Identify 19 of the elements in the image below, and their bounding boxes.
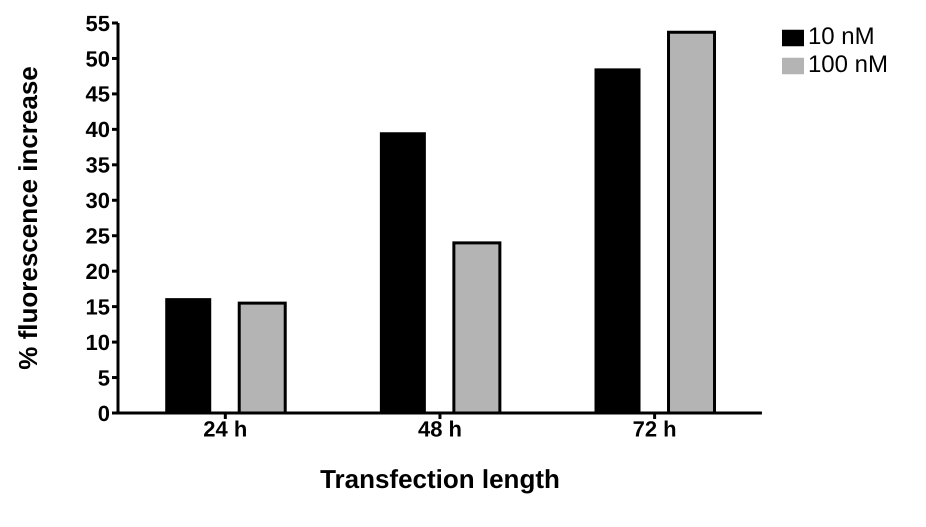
x-tick-label: 48 h xyxy=(418,416,462,442)
legend-label: 100 nM xyxy=(808,51,888,78)
y-tick-label: 10 xyxy=(86,330,110,355)
y-tick-label: 40 xyxy=(86,117,110,142)
y-tick-label: 5 xyxy=(98,365,110,390)
x-axis-title: Transfection length xyxy=(320,464,560,494)
y-tick-label: 45 xyxy=(86,82,110,107)
y-tick-label: 0 xyxy=(98,400,110,426)
legend-label: 10 nM xyxy=(808,23,875,50)
y-tick-label: 30 xyxy=(86,188,110,214)
y-tick-label: 35 xyxy=(86,152,110,178)
x-tick-label: 24 h xyxy=(203,416,248,442)
y-tick-label: 50 xyxy=(86,46,110,72)
x-tick-label: 72 h xyxy=(632,416,677,442)
y-tick-label: 55 xyxy=(86,10,110,36)
y-axis-title: % fluorescence increase xyxy=(13,66,44,370)
y-tick-label: 20 xyxy=(86,258,110,284)
y-tick-label: 15 xyxy=(86,294,110,320)
y-tick-label: 25 xyxy=(86,224,110,249)
